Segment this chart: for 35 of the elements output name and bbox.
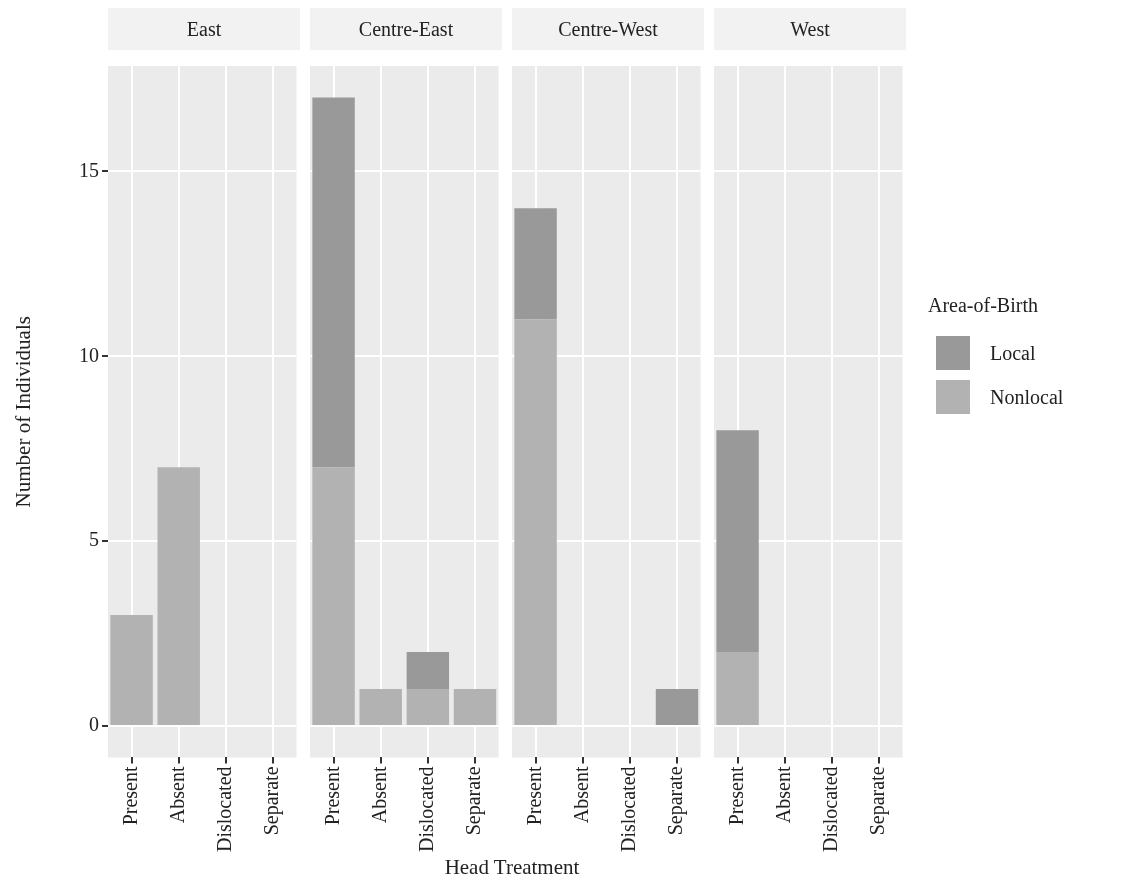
x-tick-label: Separate [866,766,890,836]
bar [406,689,450,726]
bar [359,689,402,726]
x-tick-label: Dislocated [819,766,842,852]
chart-title: East [108,8,300,50]
x-tick-label: Absent [569,766,592,824]
x-tick-label: Present [724,766,747,826]
x-tick-label: Present [118,766,141,826]
legend-label: Local [990,341,1036,365]
chart-title: West [714,8,906,50]
y-tick-label: 10 [79,343,99,366]
x-tick-label: Separate [260,766,284,836]
x-tick-label: Present [320,766,343,826]
bar [453,689,497,726]
legend-title: Area-of-Birth [928,294,1039,317]
bar [312,467,355,726]
x-tick-label: Separate [462,766,486,836]
x-axis-title: Head Treatment [443,855,581,880]
x-tick-label: Absent [367,766,390,824]
x-tick-label: Dislocated [213,766,236,852]
x-tick-label: Absent [165,766,188,824]
bar [312,97,355,468]
x-tick-label: Absent [771,766,794,824]
chart-title: Centre-East [310,8,502,50]
y-tick-label: 15 [79,158,99,181]
x-tick-label: Present [522,766,545,826]
y-tick-label: 5 [89,528,99,551]
x-tick-label: Dislocated [617,766,640,852]
bar [406,652,450,690]
legend-label: Nonlocal [990,385,1064,409]
y-tick-label: 0 [89,713,99,736]
y-axis-title: Number of Individuals [11,316,36,508]
x-tick-label: Dislocated [415,766,438,852]
chart-title: Centre-West [512,8,704,50]
x-tick-label: Separate [664,766,688,836]
